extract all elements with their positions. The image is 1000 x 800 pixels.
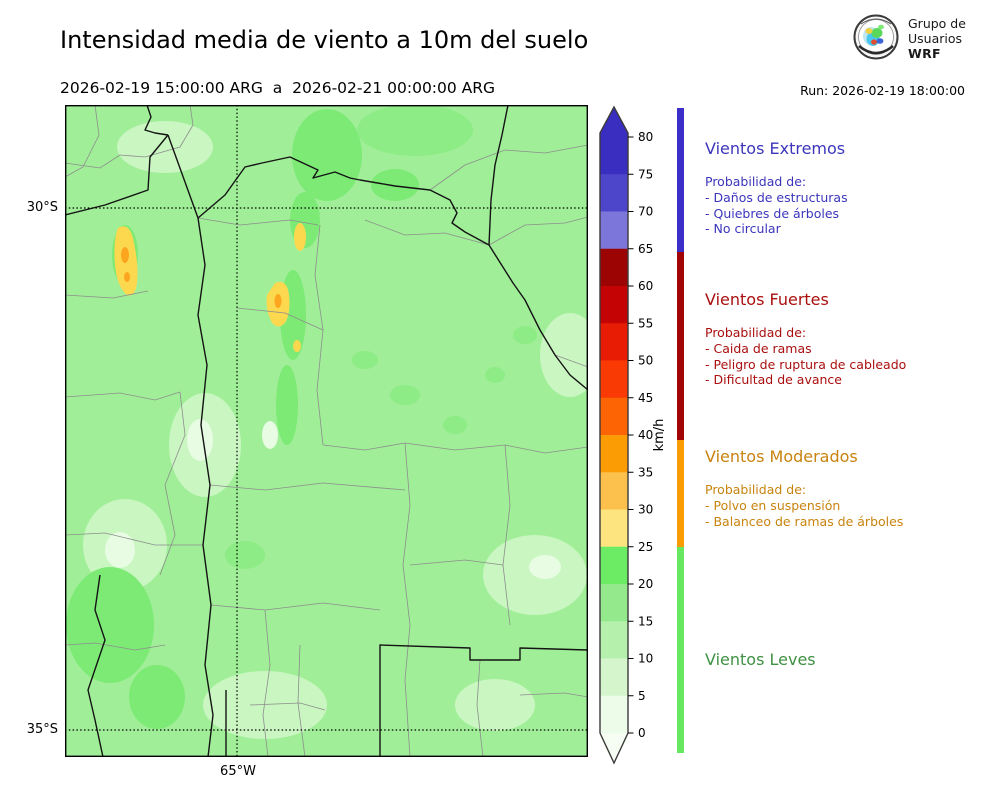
colorbar-tick-label: 75: [638, 167, 653, 181]
category-strip-segment: [677, 547, 684, 753]
wind-category-strip: [677, 108, 684, 753]
colorbar-segment: [600, 248, 628, 287]
colorbar-tick-label: 10: [638, 652, 653, 666]
legend-vientos-extremos: Vientos Extremos Probabilidad de: - Daño…: [705, 139, 990, 237]
colorbar-tick-label: 70: [638, 205, 653, 219]
legend-item: - Quiebres de árboles: [705, 205, 840, 221]
colorbar-segment: [600, 509, 628, 548]
colorbar-segment: [600, 174, 628, 212]
colorbar-segment: [600, 360, 628, 399]
colorbar-segment: [600, 695, 628, 734]
colorbar: km/h 0 5 10 15 20 25 30 35 40 45 50 55 60 65 70 75 80: [599, 105, 667, 765]
colorbar-outline: [599, 105, 629, 765]
very-light-wind-patches: [105, 419, 561, 579]
colorbar-tick-label: 30: [638, 503, 653, 517]
colorbar-segment: [600, 621, 628, 659]
colorbar-segment: [600, 286, 628, 324]
colorbar-tick-label: 55: [638, 316, 653, 330]
logo-text-line2: Usuarios: [908, 30, 963, 46]
colorbar-tick-label: 5: [638, 689, 646, 703]
legend-section-title: Vientos Extremos: [705, 139, 846, 158]
colorbar-tick-label: 25: [638, 540, 653, 554]
legend-item: - Peligro de ruptura de cableado: [705, 356, 907, 372]
legend-item: - No circular: [705, 221, 781, 237]
colorbar-under-arrow: [600, 733, 628, 763]
colorbar-tick-label: 0: [638, 726, 646, 740]
legend-section-title: Vientos Moderados: [705, 447, 858, 466]
colorbar-tick-label: 50: [638, 354, 653, 368]
moderate-wind-spots: [114, 223, 306, 352]
lon-label-65w: 65°W: [220, 764, 256, 779]
colorbar-tick-label: 60: [638, 279, 653, 293]
colorbar-tick-label: 15: [638, 614, 653, 628]
colorbar-segment: [600, 211, 628, 250]
legend-vientos-moderados: Vientos Moderados Probabilidad de: - Pol…: [705, 447, 990, 529]
logo-text: Grupo de Usuarios WRF: [908, 16, 966, 61]
colorbar-tick-label: 45: [638, 391, 653, 405]
wind-intensity-map: [65, 105, 588, 757]
wrf-user-group-logo: Grupo de Usuarios WRF: [851, 12, 966, 64]
valid-period-label: 2026-02-19 15:00:00 ARG a 2026-02-21 00:…: [60, 79, 496, 97]
colorbar-segment: [600, 658, 628, 697]
logo-text-line3: WRF: [908, 45, 941, 61]
province-borders: [65, 105, 588, 757]
page-title: Intensidad media de viento a 10m del sue…: [60, 26, 589, 54]
legend-item: - Daños de estructuras: [705, 189, 848, 205]
legend-vientos-fuertes: Vientos Fuertes Probabilidad de: - Caida…: [705, 290, 990, 388]
legend-intro: Probabilidad de:: [705, 325, 807, 340]
colorbar-over-arrow: [600, 107, 628, 137]
colorbar-segment: [600, 323, 628, 361]
legend-section-title: Vientos Leves: [705, 650, 816, 669]
wrf-logo-icon: [853, 14, 899, 60]
legend-section-title: Vientos Fuertes: [705, 290, 829, 309]
colorbar-tick-label: 40: [638, 428, 653, 442]
category-strip-segment: [677, 252, 684, 440]
colorbar-segment: [600, 472, 628, 510]
colorbar-segment: [600, 435, 628, 473]
legend-item: - Balanceo de ramas de árboles: [705, 513, 904, 529]
colorbar-segment: [600, 584, 628, 622]
colorbar-tick-label: 80: [638, 130, 653, 144]
colorbar-tick-label: 20: [638, 577, 653, 591]
department-borders: [65, 105, 588, 757]
light-wind-patches: [83, 121, 588, 739]
colorbar-segment: [600, 137, 628, 175]
colorbar-segment: [600, 546, 628, 585]
colorbar-unit-label: km/h: [652, 419, 667, 452]
legend-item: - Caida de ramas: [705, 340, 812, 356]
legend-vientos-leves: Vientos Leves: [705, 650, 990, 669]
logo-text-line1: Grupo de: [908, 15, 966, 31]
lat-label-35s: 35°S: [26, 722, 58, 737]
legend-item: - Polvo en suspensión: [705, 497, 841, 513]
colorbar-tick-label: 65: [638, 242, 653, 256]
colorbar-tick-label: 35: [638, 465, 653, 479]
legend-intro: Probabilidad de:: [705, 174, 807, 189]
moderate-green-patches: [225, 105, 537, 569]
category-strip-segment: [677, 440, 684, 547]
lat-label-30s: 30°S: [26, 200, 58, 215]
category-strip-segment: [677, 108, 684, 252]
legend-intro: Probabilidad de:: [705, 482, 807, 497]
run-timestamp: Run: 2026-02-19 18:00:00: [800, 83, 965, 98]
map-frame: [65, 105, 588, 757]
colorbar-segment: [600, 397, 628, 436]
legend-item: - Dificultad de avance: [705, 372, 842, 388]
